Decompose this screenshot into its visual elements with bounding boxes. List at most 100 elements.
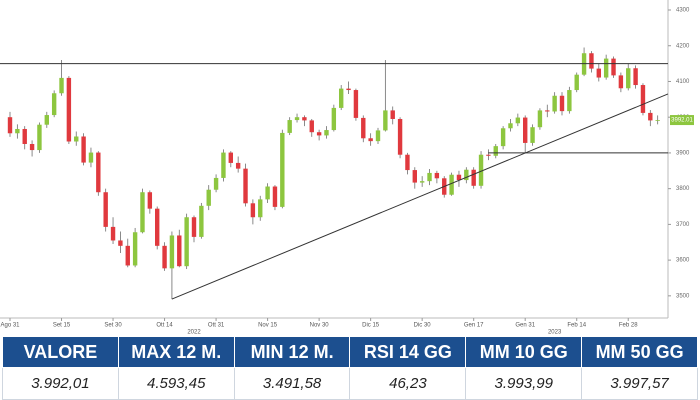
- y-tick-label: 3600: [676, 258, 690, 264]
- x-tick-label: Dic 15: [362, 323, 380, 329]
- candle-body: [258, 199, 263, 218]
- x-tick-label: Set 30: [104, 323, 122, 329]
- y-tick-label: 4300: [676, 8, 690, 14]
- value-cell: 3.997,57: [581, 367, 698, 400]
- candle-body: [405, 154, 410, 171]
- candle-body: [7, 117, 13, 134]
- plot-area: [0, 0, 668, 318]
- candle-body: [272, 186, 278, 207]
- last-price-label: 3992.01: [671, 118, 693, 124]
- header-cell: MM 50 GG: [581, 336, 698, 368]
- candle-body: [199, 205, 204, 237]
- value-cell: 3.992,01: [2, 367, 119, 400]
- year-label: 2023: [548, 330, 562, 336]
- candle-body: [618, 75, 624, 89]
- candle-body: [530, 127, 535, 143]
- x-tick-label: Ago 31: [0, 323, 20, 329]
- year-label: 2022: [187, 330, 201, 336]
- candle-body: [29, 143, 35, 151]
- header-cell: MM 10 GG: [465, 336, 583, 368]
- candle-body: [486, 154, 491, 156]
- candle-body: [397, 118, 403, 155]
- header-cell: RSI 14 GG: [349, 336, 467, 368]
- candle-body: [74, 136, 79, 142]
- candle-body: [434, 172, 440, 179]
- value-cell: 4.593,45: [117, 367, 235, 400]
- candle-body: [324, 130, 329, 136]
- candle-body: [191, 217, 197, 237]
- candle-body: [464, 169, 469, 181]
- candle-body: [15, 128, 20, 134]
- x-tick-label: Gen 31: [515, 323, 535, 329]
- candle-body: [552, 95, 557, 112]
- candle-body: [250, 203, 256, 218]
- candle-body: [545, 110, 550, 112]
- x-tick-label: Nov 15: [258, 323, 278, 329]
- candle-body: [132, 232, 138, 266]
- candle-body: [611, 58, 616, 76]
- candle-body: [331, 107, 337, 131]
- candle-body: [471, 169, 476, 186]
- header-row: VALORE MAX 12 M. MIN 12 M. RSI 14 GG MM 10 G…: [2, 336, 698, 368]
- y-tick-label: 3500: [676, 293, 690, 299]
- candle-body: [228, 152, 233, 163]
- candle-body: [375, 130, 381, 142]
- candle-body: [603, 58, 609, 78]
- x-tick-label: Ott 14: [156, 323, 173, 329]
- header-cell: VALORE: [2, 336, 119, 368]
- candle-body: [184, 217, 189, 267]
- candle-body: [419, 181, 425, 183]
- candle-body: [125, 245, 130, 266]
- candle-body: [515, 117, 521, 124]
- candle-body: [449, 174, 454, 195]
- candle-body: [567, 90, 572, 112]
- candle-body: [626, 68, 631, 89]
- candle-body: [287, 120, 292, 133]
- x-tick-label: Gen 17: [464, 323, 484, 329]
- candle-body: [478, 154, 484, 186]
- candle-body: [655, 120, 660, 121]
- candle-body: [574, 74, 579, 91]
- candle-body: [118, 240, 123, 246]
- candle-body: [265, 186, 270, 200]
- value-cell: 3.993,99: [465, 367, 583, 400]
- candle-body: [66, 77, 72, 142]
- candle-body: [302, 117, 307, 121]
- candle-body: [346, 88, 351, 91]
- stats-table: VALORE MAX 12 M. MIN 12 M. RSI 14 GG MM 10 G…: [2, 336, 698, 400]
- candle-body: [390, 110, 395, 119]
- value-cell: 3.491,58: [233, 367, 351, 400]
- candle-body: [493, 146, 498, 156]
- candle-body: [648, 112, 653, 121]
- candle-body: [37, 124, 42, 151]
- candle-body: [523, 117, 528, 143]
- y-tick-label: 3700: [676, 222, 690, 228]
- candle-body: [361, 117, 366, 139]
- candle-body: [640, 85, 646, 113]
- candle-body: [221, 152, 226, 178]
- y-tick-label: 4200: [676, 43, 690, 49]
- y-tick-label: 3800: [676, 186, 690, 192]
- candle-body: [383, 110, 388, 131]
- candle-body: [280, 132, 285, 207]
- candle-body: [339, 88, 344, 108]
- candle-body: [51, 93, 57, 116]
- candle-body: [44, 115, 49, 125]
- candle-body: [140, 192, 145, 233]
- value-cell: 46,23: [349, 367, 467, 400]
- x-tick-label: Dic 30: [414, 323, 432, 329]
- candle-body: [294, 117, 300, 121]
- candle-body: [59, 77, 64, 94]
- candle-body: [88, 152, 94, 163]
- chart: 350036003700380039004000410042004300Ago …: [0, 0, 694, 336]
- candle-body: [22, 128, 27, 144]
- candle-body: [589, 53, 594, 69]
- x-tick-label: Feb 28: [619, 323, 638, 329]
- y-tick-label: 4100: [676, 79, 690, 85]
- last-price-box: [670, 115, 694, 126]
- candle-body: [427, 172, 432, 182]
- candle-body: [537, 110, 543, 128]
- candle-body: [162, 245, 167, 269]
- candle-body: [316, 132, 322, 136]
